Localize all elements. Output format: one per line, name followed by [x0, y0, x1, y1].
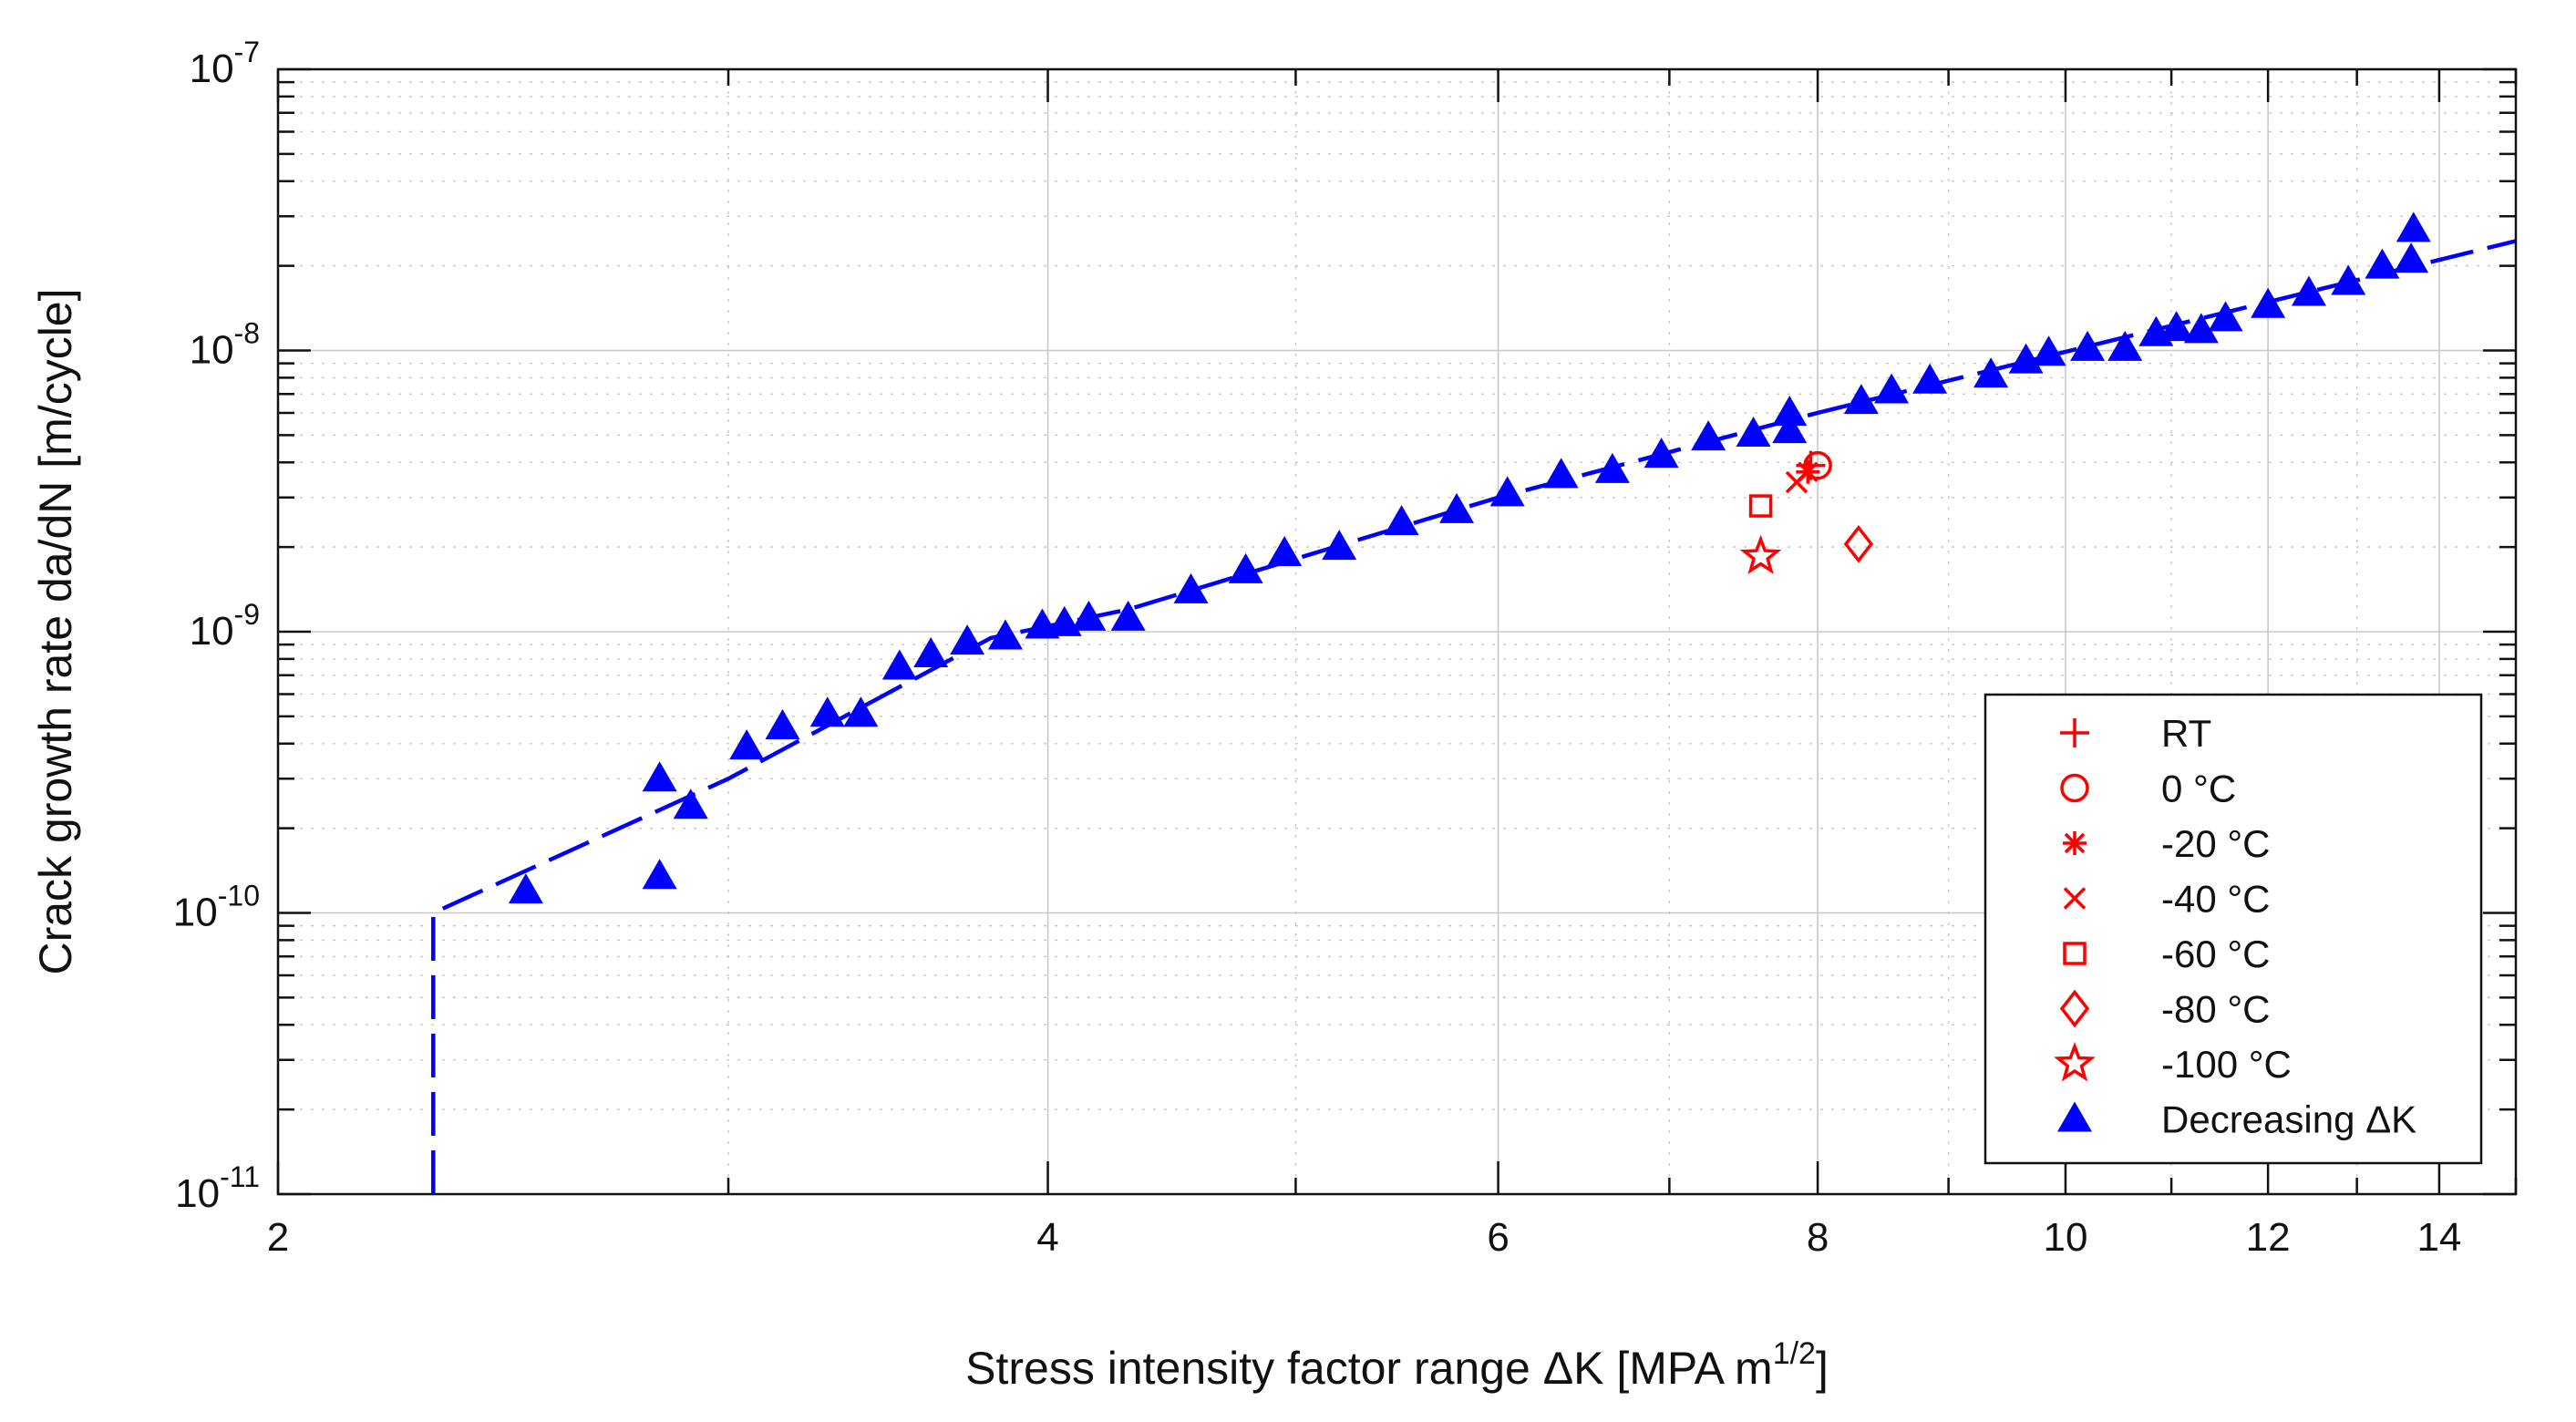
y-tick-label: 10-9: [190, 598, 260, 654]
data-point-triangle: [508, 873, 543, 904]
data-point-triangle: [2183, 313, 2219, 344]
asterisk-stroke: [2064, 832, 2086, 854]
data-point-diamond: [1843, 524, 1874, 563]
data-point-x: [1785, 470, 1808, 494]
legend-marker: [2054, 1042, 2096, 1082]
y-tick-label: 10-10: [173, 880, 260, 935]
data-point-triangle: [2291, 275, 2326, 306]
circle-outline: [1803, 450, 1832, 480]
data-point-triangle: [729, 729, 765, 760]
data-point-triangle: [1973, 357, 2009, 388]
tick-labels: 2 4 6 8 10 12 14 10-11 10-10 10-9 10-8 10-7: [173, 36, 2462, 1260]
data-point-triangle: [765, 709, 800, 740]
data-point-star: [1739, 534, 1782, 574]
data-point-triangle: [1267, 536, 1303, 567]
data-point-triangle: [809, 696, 845, 727]
legend-marker: [2063, 942, 2087, 965]
x-axis-title: Stress intensity factor range ΔK [MPA m1…: [965, 1336, 1829, 1394]
diamond-outline: [1843, 524, 1874, 563]
x-stroke: [2063, 887, 2087, 910]
data-point-triangle: [2365, 248, 2400, 279]
x-tick-label: 4: [1036, 1215, 1058, 1260]
y-tick-label: 10-7: [190, 36, 260, 91]
x-tick-label: 6: [1487, 1215, 1509, 1260]
legend-label: Decreasing ΔK: [2161, 1098, 2416, 1141]
data-point-triangle: [2251, 287, 2286, 318]
data-point-triangle: [1843, 384, 1879, 415]
data-point-triangle: [2008, 343, 2044, 374]
data-point-triangle: [2396, 211, 2431, 242]
x-stroke: [1785, 470, 1808, 494]
legend-label: -80 °C: [2161, 988, 2271, 1031]
data-point-triangle: [950, 624, 985, 655]
legend-marker: [2060, 773, 2089, 803]
square-outline: [2063, 942, 2087, 965]
legend-label: RT: [2161, 712, 2211, 755]
legend: RT 0 °C -20 °C -40 °C -60 °C -80 °C -100 °C Dec…: [1984, 693, 2483, 1165]
y-tick-label: 10-11: [175, 1160, 260, 1216]
data-point-triangle: [843, 696, 879, 727]
data-point-triangle: [881, 649, 917, 680]
data-point-triangle: [1594, 452, 1630, 483]
markers-group: [508, 211, 2431, 904]
legend-label: -20 °C: [2161, 822, 2271, 865]
data-point-triangle: [2159, 311, 2194, 342]
legend-label: 0 °C: [2161, 768, 2236, 810]
legend-box: [1984, 693, 2483, 1165]
data-point-triangle: [2331, 264, 2366, 295]
data-point-triangle: [673, 788, 708, 819]
legend-marker: [2060, 718, 2089, 747]
x-tick-label: 14: [2416, 1215, 2461, 1260]
circle-outline: [2060, 773, 2089, 803]
legend-label: -100 °C: [2161, 1043, 2292, 1086]
data-point-triangle: [1228, 552, 1263, 583]
data-point-triangle: [2107, 330, 2143, 361]
data-point-triangle: [1643, 438, 1679, 469]
data-point-triangle: [1071, 600, 1107, 631]
data-point-triangle: [2031, 335, 2066, 366]
legend-marker: [2063, 887, 2087, 910]
data-point-triangle: [1772, 395, 1808, 426]
star-outline: [2054, 1042, 2096, 1082]
data-point-triangle: [1439, 492, 1475, 523]
x-tick-label: 8: [1807, 1215, 1829, 1260]
x-tick-label: 12: [2246, 1215, 2291, 1260]
data-point-triangle: [1110, 600, 1146, 631]
y-axis-title: Crack growth rate da/dN [m/cycle]: [30, 288, 81, 974]
data-point-triangle: [1489, 476, 1525, 507]
star-outline: [1739, 534, 1782, 574]
legend-marker: [2059, 989, 2090, 1028]
data-point-triangle: [1772, 413, 1808, 444]
data-point-triangle: [2208, 301, 2243, 332]
data-point-triangle: [987, 619, 1023, 650]
x-tick-label: 2: [267, 1215, 289, 1260]
legend-label: -40 °C: [2161, 878, 2271, 921]
data-point-triangle: [913, 636, 949, 667]
legend-marker: [2057, 1101, 2092, 1132]
diamond-outline: [2059, 989, 2090, 1028]
data-point-triangle: [642, 859, 677, 890]
legend-label: -60 °C: [2161, 933, 2271, 975]
data-point-triangle: [642, 761, 677, 792]
data-point-triangle: [1874, 373, 1910, 404]
data-point-triangle: [1912, 363, 1948, 394]
data-point-circle: [1803, 450, 1832, 480]
y-tick-label: 10-8: [190, 317, 260, 373]
x-tick-label: 10: [2043, 1215, 2087, 1260]
data-point-triangle: [2070, 330, 2106, 361]
legend-marker: [2063, 831, 2087, 855]
data-point-square: [1748, 494, 1773, 518]
data-point-triangle: [1736, 417, 1771, 448]
data-point-triangle: [1384, 504, 1419, 535]
data-point-triangle: [1691, 420, 1726, 451]
data-point-triangle: [2394, 242, 2429, 273]
square-outline: [1748, 494, 1773, 518]
data-point-triangle: [1322, 530, 1357, 561]
ticks: [276, 67, 2518, 1196]
data-point-triangle: [1543, 458, 1579, 489]
data-point-triangle: [1173, 572, 1209, 603]
